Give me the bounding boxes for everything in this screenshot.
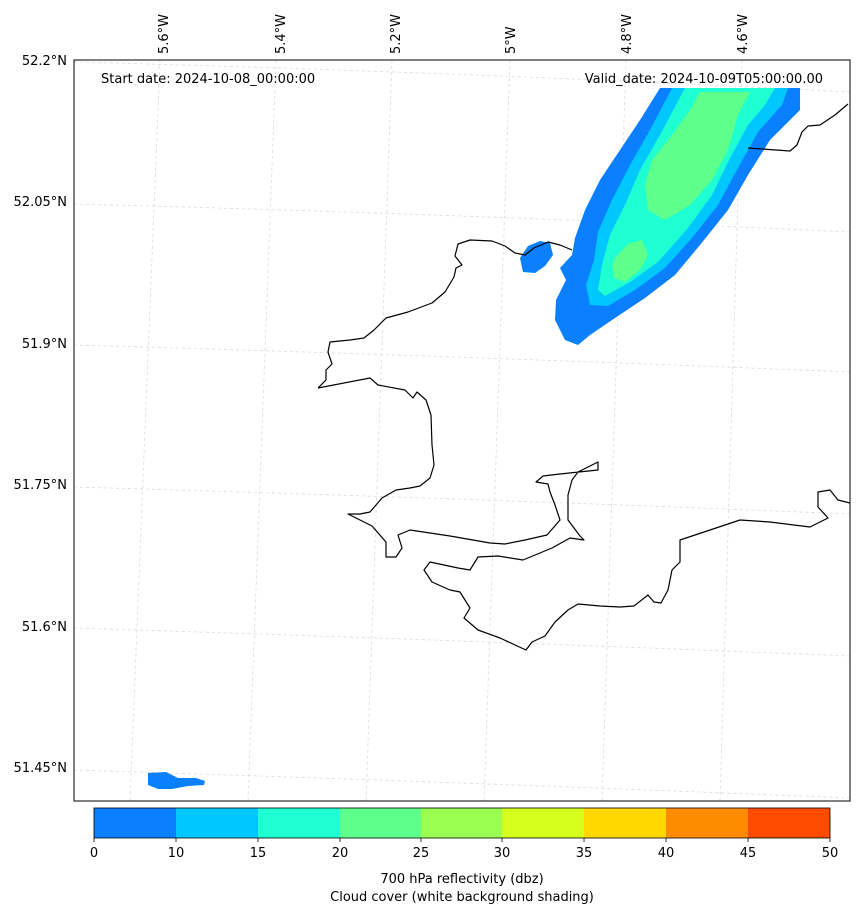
- lat-label: 51.75°N: [14, 478, 67, 493]
- colorbar-subtitle: Cloud cover (white background shading): [330, 890, 594, 905]
- coastline: [317, 103, 850, 651]
- lat-label: 52.2°N: [22, 54, 67, 69]
- reflectivity-level-25-cell: [612, 240, 648, 282]
- colorbar-frame: [93, 807, 831, 839]
- colorbar-segment: [94, 808, 176, 838]
- colorbar-tick-label: 30: [494, 846, 511, 861]
- lat-label: 51.6°N: [22, 620, 67, 635]
- reflectivity-cell-south: [148, 772, 205, 789]
- colorbar-segment: [666, 808, 748, 838]
- colorbar-segment: [421, 808, 502, 838]
- coastline-east: [747, 103, 849, 152]
- colorbar-ticks: [93, 838, 831, 842]
- colorbar-tick-label: 0: [90, 846, 98, 861]
- reflectivity-cell-small: [520, 241, 553, 273]
- lon-label: 4.8°W: [620, 14, 635, 54]
- map-frame: [73, 59, 851, 802]
- lat-label: 51.9°N: [22, 337, 67, 352]
- colorbar-tick-label: 35: [576, 846, 593, 861]
- start-date-label: Start date: 2024-10-08_00:00:00: [101, 72, 315, 87]
- colorbar-segment: [176, 808, 258, 838]
- colorbar-tick-label: 10: [168, 846, 185, 861]
- colorbar-tick-label: 20: [332, 846, 349, 861]
- colorbar-tick-label: 50: [822, 846, 839, 861]
- colorbar-segment: [748, 808, 830, 838]
- colorbar-tick-label: 25: [413, 846, 430, 861]
- longitude-labels: 5.6°W 5.4°W 5.2°W 5°W 4.8°W 4.6°W: [157, 14, 751, 54]
- lat-label: 51.45°N: [14, 761, 67, 776]
- colorbar: 0 10 15 20 25 30 35 40 45 50 700 hPa ref…: [90, 807, 839, 905]
- colorbar-title: 700 hPa reflectivity (dbz): [380, 872, 543, 887]
- latitude-labels: 52.2°N 52.05°N 51.9°N 51.75°N 51.6°N 51.…: [14, 54, 67, 776]
- map-panel: [74, 60, 850, 801]
- colorbar-segment: [502, 808, 584, 838]
- lon-label: 5.2°W: [389, 14, 404, 54]
- colorbar-segment: [584, 808, 666, 838]
- colorbar-tick-label: 15: [250, 846, 267, 861]
- colorbar-tick-label: 45: [740, 846, 757, 861]
- lon-label: 5.4°W: [274, 14, 289, 54]
- valid-date-label: Valid_date: 2024-10-09T05:00:00.00: [585, 72, 823, 87]
- reflectivity-level-25: [645, 92, 750, 220]
- coastline-bay-north: [317, 239, 573, 389]
- colorbar-segment: [340, 808, 421, 838]
- coastline-north: [317, 377, 850, 651]
- colorbar-segment: [258, 808, 340, 838]
- reflectivity-field: [148, 88, 800, 789]
- colorbar-tick-label: 40: [658, 846, 675, 861]
- lat-label: 52.05°N: [14, 195, 67, 210]
- lon-label: 5°W: [504, 26, 519, 54]
- lon-label: 4.6°W: [736, 14, 751, 54]
- lon-label: 5.6°W: [157, 14, 172, 54]
- graticule: [74, 60, 850, 801]
